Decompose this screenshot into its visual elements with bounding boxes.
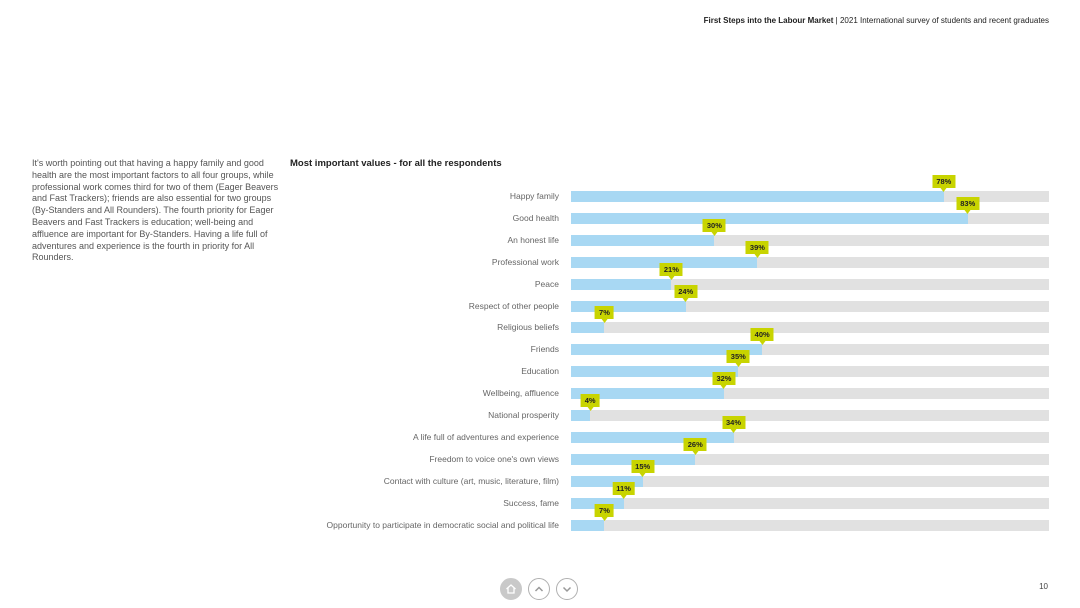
bar (571, 278, 672, 290)
home-icon (506, 584, 516, 594)
home-button[interactable] (500, 578, 522, 600)
bar-track (571, 431, 1049, 443)
chart-title: Most important values - for all the resp… (290, 158, 502, 169)
value-label: 24% (674, 284, 698, 302)
value-label: 7% (595, 306, 614, 324)
bar-track (571, 322, 1049, 334)
bar (571, 344, 763, 356)
category-label: Friends (530, 344, 559, 355)
bar-track (571, 453, 1049, 465)
category-label: Success, fame (503, 497, 559, 508)
category-label: Contact with culture (art, music, litera… (383, 475, 559, 486)
value-label: 26% (683, 437, 707, 455)
category-label: Education (521, 366, 559, 377)
category-label: National prosperity (488, 410, 559, 420)
bar-track (571, 388, 1049, 400)
page-navigation (500, 578, 578, 600)
chevron-up-icon (534, 586, 544, 592)
value-label: 11% (612, 481, 635, 499)
category-label: Religious beliefs (497, 322, 559, 333)
bar (571, 322, 605, 334)
bar (571, 388, 724, 400)
report-subtitle: 2021 International survey of students an… (839, 16, 1049, 25)
bar-track (571, 256, 1049, 268)
value-label: 39% (745, 240, 769, 258)
value-label: 32% (712, 372, 736, 390)
bar-track (571, 366, 1049, 378)
bar-track (571, 475, 1049, 487)
value-label: 30% (702, 218, 726, 236)
bar-track (571, 234, 1049, 246)
bar-track (571, 300, 1049, 312)
bar-track (571, 212, 1049, 224)
bar (571, 191, 944, 202)
value-label: 21% (659, 262, 683, 280)
category-label: Professional work (491, 256, 559, 267)
value-label: 83% (956, 196, 980, 214)
page-header: First Steps into the Labour Market | 202… (704, 16, 1049, 25)
value-label: 15% (631, 459, 655, 477)
bar (571, 256, 758, 268)
category-label: Opportunity to participate in democratic… (326, 519, 559, 530)
category-label: An honest life (507, 234, 559, 245)
bar (571, 234, 715, 246)
bar (571, 366, 739, 378)
category-label: Freedom to voice one's own views (429, 453, 559, 464)
value-label: 35% (726, 350, 750, 368)
bar-track (571, 278, 1049, 290)
value-label: 34% (722, 415, 746, 433)
bar (571, 453, 696, 465)
bar-track (571, 519, 1049, 531)
category-label: A life full of adventures and experience (412, 431, 559, 442)
value-label: 78% (932, 175, 956, 192)
bar-track (571, 344, 1049, 356)
report-title: First Steps into the Labour Market (703, 16, 834, 25)
category-label: Wellbeing, affluence (482, 388, 559, 399)
previous-page-button[interactable] (528, 578, 550, 600)
category-label: Peace (534, 278, 559, 289)
bar (571, 212, 968, 224)
bar (571, 300, 686, 312)
category-label: Respect of other people (468, 300, 559, 311)
category-label: Happy family (509, 191, 559, 201)
value-label: 4% (580, 394, 600, 411)
bar (571, 410, 591, 421)
bar-track (571, 497, 1049, 509)
bar (571, 497, 624, 509)
category-label: Good health (512, 212, 559, 223)
bar (571, 519, 605, 531)
page-number: 10 (1039, 582, 1048, 591)
body-paragraph: It's worth pointing out that having a ha… (32, 158, 279, 263)
bar-track (571, 191, 1049, 202)
bar (571, 431, 734, 443)
header-separator: | (835, 16, 838, 25)
value-label: 7% (595, 503, 614, 521)
bar-track (571, 410, 1049, 421)
bar (571, 475, 643, 487)
value-label: 40% (750, 328, 774, 346)
chevron-down-icon (562, 586, 572, 593)
next-page-button[interactable] (556, 578, 578, 600)
